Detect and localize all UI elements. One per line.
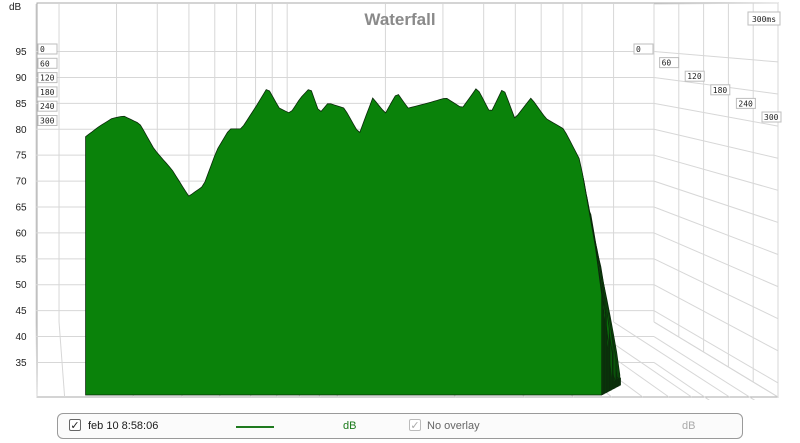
overlay-label: No overlay xyxy=(427,420,480,432)
time-tick-box xyxy=(37,57,58,69)
y-unit-label: dB xyxy=(9,2,22,13)
time-tick-label: 60 xyxy=(662,59,672,68)
wall-edge xyxy=(653,2,779,5)
y-gridline-side xyxy=(653,128,779,159)
time-tick-label: 300 xyxy=(40,117,55,126)
y-tick-label: 65 xyxy=(15,203,27,214)
time-tick-label: 240 xyxy=(738,99,753,108)
axis-ticks: 9590858075706560555045403517203040506070… xyxy=(15,43,782,369)
y-tick-label: 75 xyxy=(15,151,27,162)
time-tick-box xyxy=(37,86,58,98)
x-floorline xyxy=(613,321,730,398)
y-gridline-side xyxy=(653,284,779,352)
series-unit: dB xyxy=(343,420,357,432)
y-gridline-side xyxy=(653,310,779,384)
y-gridline-side xyxy=(653,206,779,255)
time-tick-label: 120 xyxy=(687,72,702,81)
time-axis-label: 300ms xyxy=(752,15,776,24)
time-tick-box xyxy=(735,97,756,109)
time-tick-box xyxy=(37,115,58,126)
y-tick-label: 35 xyxy=(15,358,27,369)
time-tick-box xyxy=(659,57,680,69)
y-tick-label: 95 xyxy=(15,47,27,58)
time-tick-box xyxy=(710,84,731,96)
series-swatch xyxy=(236,426,274,428)
y-tick-label: 70 xyxy=(15,177,27,188)
y-tick-label: 80 xyxy=(15,125,27,136)
time-tick-box xyxy=(684,70,705,82)
time-tick-label: 60 xyxy=(40,59,50,68)
time-tick-box xyxy=(633,43,654,55)
y-gridline-side xyxy=(653,51,779,63)
time-tick-label: 0 xyxy=(40,45,45,54)
x-floorline xyxy=(35,321,38,398)
waterfall-chart: 9590858075706560555045403517203040506070… xyxy=(9,2,782,400)
x-floorline xyxy=(653,321,779,398)
y-gridline-side xyxy=(653,180,779,223)
y-tick-label: 50 xyxy=(15,280,27,291)
x-floorline xyxy=(58,321,66,398)
y-tick-label: 55 xyxy=(15,254,27,265)
time-tick-label: 120 xyxy=(40,74,55,83)
y-gridline-side xyxy=(653,362,710,400)
y-tick-label: 60 xyxy=(15,228,27,239)
chart-title: Waterfall xyxy=(364,10,435,29)
y-gridline-side xyxy=(653,102,779,127)
y-gridline-side xyxy=(653,232,779,288)
overlay-unit: dB xyxy=(682,420,696,432)
time-tick-label: 0 xyxy=(636,45,641,54)
y-tick-label: 90 xyxy=(15,73,27,84)
y-gridline-side xyxy=(653,336,756,400)
time-tick-box xyxy=(37,43,58,55)
time-tick-label: 300 xyxy=(764,113,779,122)
y-tick-label: 85 xyxy=(15,99,27,110)
y-gridline-side xyxy=(653,154,779,191)
time-tick-box xyxy=(37,100,58,112)
time-tick-box xyxy=(761,111,782,123)
time-tick-box xyxy=(37,72,58,84)
time-axis-label-box: 300ms xyxy=(747,11,781,26)
waterfall-slice xyxy=(85,88,603,396)
legend-bar: ✓ feb 10 8:58:06 dB ✓ No overlay dB xyxy=(57,413,743,439)
series-checkbox[interactable]: ✓ xyxy=(69,419,81,432)
y-gridline-side xyxy=(653,258,779,320)
waterfall-surface xyxy=(85,88,621,396)
y-tick-label: 40 xyxy=(15,332,27,343)
series-label: feb 10 8:58:06 xyxy=(88,420,159,432)
time-tick-label: 180 xyxy=(40,88,55,97)
overlay-checkbox[interactable]: ✓ xyxy=(409,419,421,432)
y-tick-label: 45 xyxy=(15,306,27,317)
time-tick-label: 180 xyxy=(713,86,728,95)
time-tick-label: 240 xyxy=(40,102,55,111)
